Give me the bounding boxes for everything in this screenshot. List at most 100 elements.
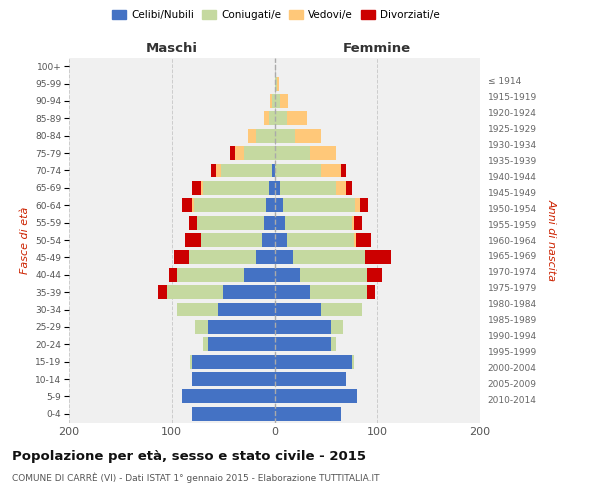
Text: Maschi: Maschi (146, 42, 198, 55)
Bar (264, 216, 275, 230)
Bar (293, 250, 365, 264)
Bar (341, 164, 346, 177)
Bar (262, 233, 275, 247)
Bar (346, 181, 352, 195)
Bar (193, 354, 275, 368)
Bar (200, 233, 262, 247)
Bar (221, 164, 272, 177)
Bar (287, 112, 307, 126)
Bar (158, 285, 167, 299)
Bar (331, 320, 343, 334)
Bar (230, 146, 235, 160)
Legend: Celibi/Nubili, Coniugati/e, Vedovi/e, Divorziati/e: Celibi/Nubili, Coniugati/e, Vedovi/e, Di… (108, 6, 444, 25)
Bar (208, 338, 275, 351)
Bar (287, 233, 353, 247)
Bar (272, 94, 275, 108)
Bar (271, 94, 272, 108)
Text: COMUNE DI CARRÈ (VI) - Dati ISTAT 1° gennaio 2015 - Elaborazione TUTTITALIA.IT: COMUNE DI CARRÈ (VI) - Dati ISTAT 1° gen… (12, 472, 380, 483)
Bar (256, 129, 275, 142)
Bar (182, 390, 275, 404)
Bar (256, 250, 275, 264)
Bar (275, 146, 310, 160)
Bar (355, 198, 360, 212)
Bar (280, 94, 288, 108)
Bar (177, 268, 244, 281)
Bar (223, 285, 275, 299)
Text: Popolazione per età, sesso e stato civile - 2015: Popolazione per età, sesso e stato civil… (12, 450, 366, 463)
Bar (360, 198, 368, 212)
Bar (336, 181, 346, 195)
Bar (244, 268, 275, 281)
Bar (275, 268, 300, 281)
Bar (266, 198, 275, 212)
Bar (275, 302, 321, 316)
Bar (300, 268, 367, 281)
Bar (203, 338, 208, 351)
Bar (174, 250, 189, 264)
Bar (285, 216, 352, 230)
Bar (185, 233, 200, 247)
Bar (196, 320, 208, 334)
Bar (275, 250, 293, 264)
Bar (211, 164, 216, 177)
Bar (275, 94, 280, 108)
Bar (277, 76, 278, 90)
Bar (275, 390, 356, 404)
Bar (208, 320, 275, 334)
Bar (321, 302, 362, 316)
Bar (356, 233, 371, 247)
Bar (244, 146, 275, 160)
Bar (310, 285, 367, 299)
Bar (275, 233, 287, 247)
Text: Femmine: Femmine (343, 42, 412, 55)
Bar (275, 338, 331, 351)
Bar (200, 181, 203, 195)
Bar (275, 354, 352, 368)
Bar (167, 285, 223, 299)
Bar (177, 302, 218, 316)
Y-axis label: Fasce di età: Fasce di età (20, 206, 29, 274)
Bar (182, 198, 193, 212)
Bar (275, 285, 310, 299)
Bar (367, 285, 375, 299)
Y-axis label: Anni di nascita: Anni di nascita (547, 199, 556, 281)
Bar (275, 320, 331, 334)
Bar (275, 112, 287, 126)
Bar (269, 112, 275, 126)
Bar (248, 129, 256, 142)
Bar (353, 216, 362, 230)
Bar (353, 233, 356, 247)
Bar (352, 216, 353, 230)
Bar (275, 129, 295, 142)
Bar (352, 354, 353, 368)
Bar (365, 250, 391, 264)
Bar (193, 372, 275, 386)
Bar (197, 216, 264, 230)
Bar (283, 198, 355, 212)
Bar (280, 181, 336, 195)
Bar (310, 146, 336, 160)
Bar (218, 302, 275, 316)
Bar (189, 216, 197, 230)
Bar (275, 407, 341, 421)
Bar (275, 76, 277, 90)
Bar (190, 354, 193, 368)
Bar (321, 164, 341, 177)
Bar (275, 164, 321, 177)
Bar (193, 407, 275, 421)
Bar (169, 268, 177, 281)
Bar (272, 164, 275, 177)
Bar (295, 129, 321, 142)
Bar (275, 181, 280, 195)
Bar (216, 164, 221, 177)
Bar (192, 198, 194, 212)
Bar (269, 181, 275, 195)
Bar (275, 372, 346, 386)
Bar (194, 198, 266, 212)
Bar (275, 198, 283, 212)
Bar (192, 181, 200, 195)
Bar (367, 268, 382, 281)
Bar (264, 112, 269, 126)
Bar (189, 250, 256, 264)
Bar (275, 216, 285, 230)
